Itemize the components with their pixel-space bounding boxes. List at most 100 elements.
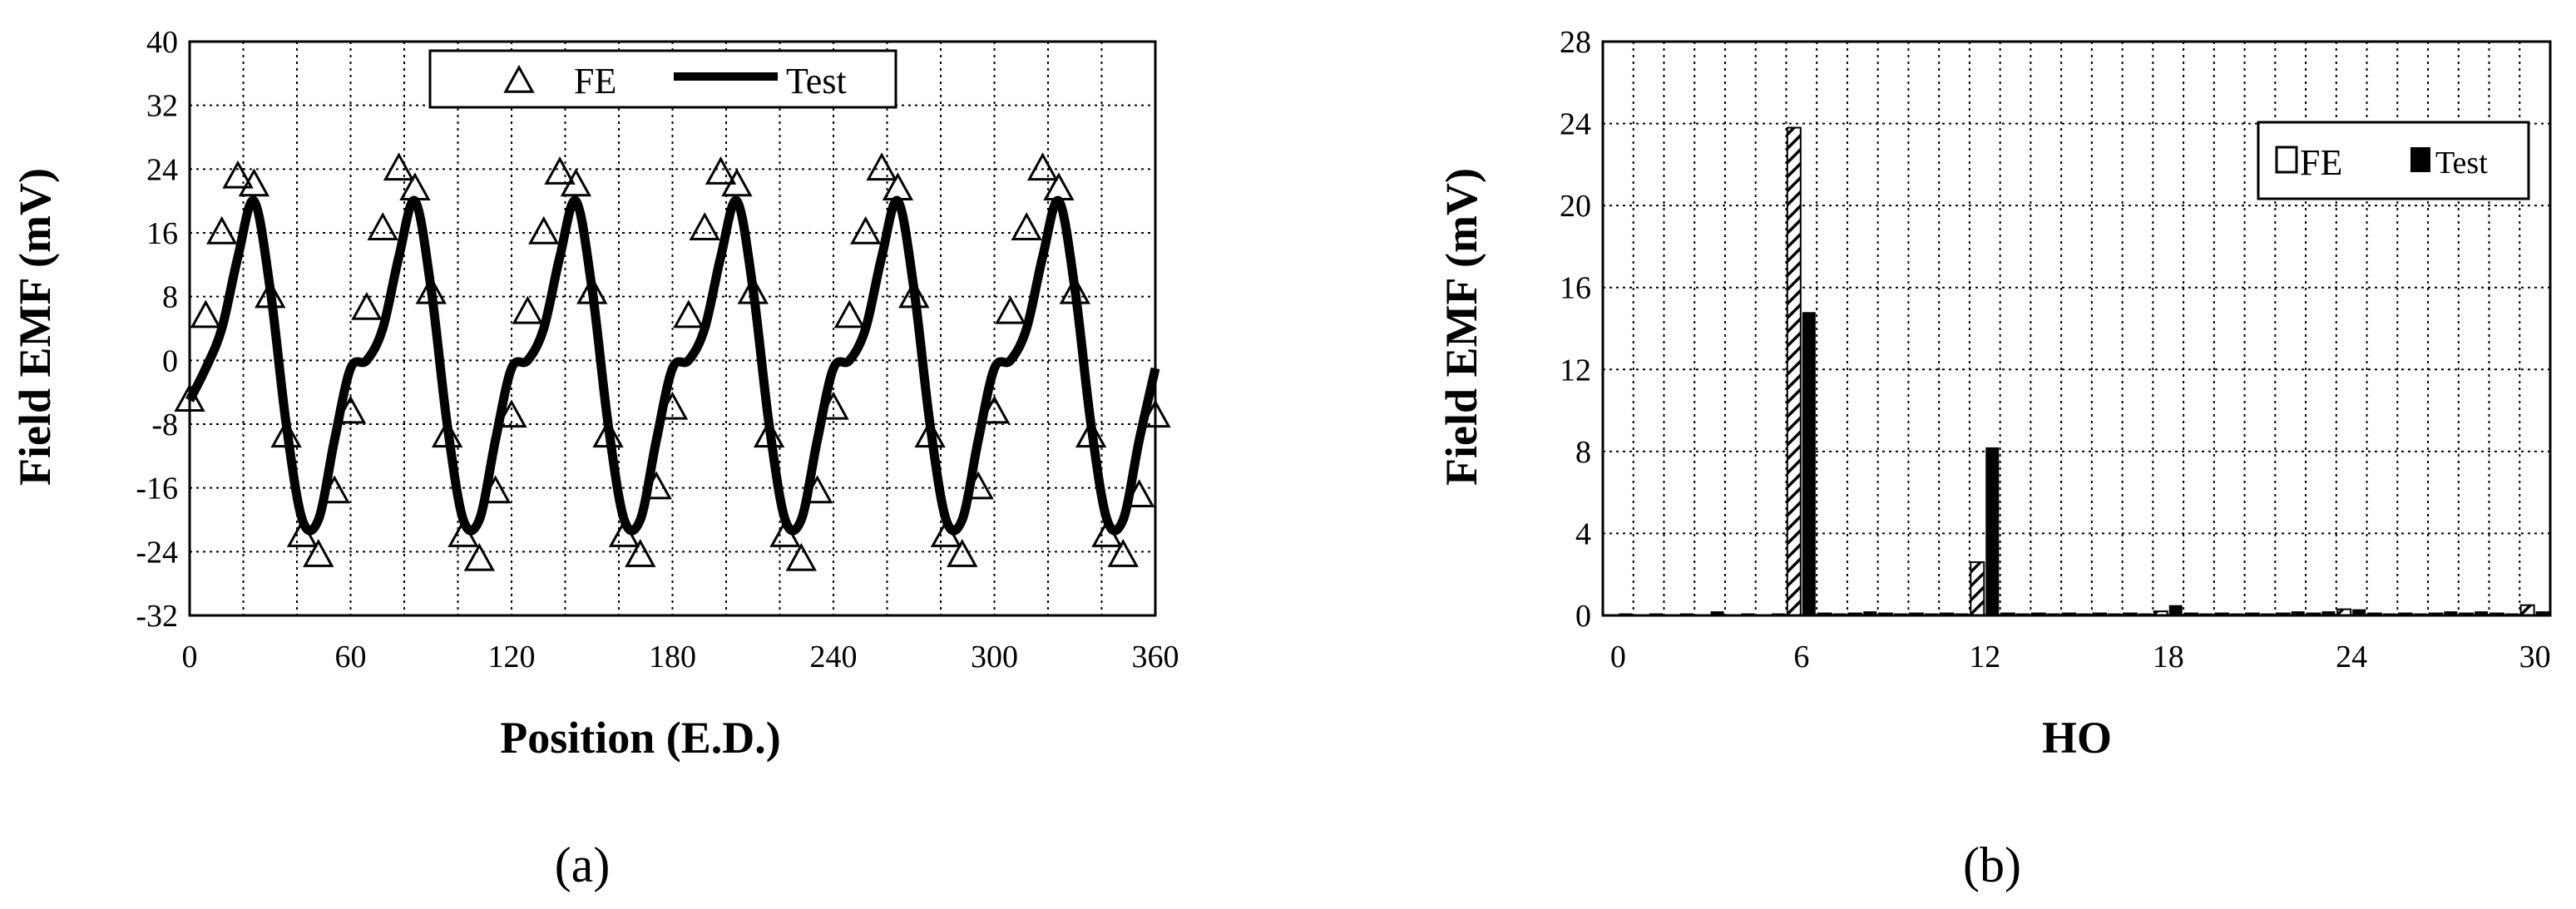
chart-a-fe-point [1091, 519, 1123, 547]
chart-a-fe-point [947, 539, 978, 567]
chart-a-fe-point [914, 419, 946, 448]
chart-a-fe-point [1075, 419, 1107, 448]
chart-a-fe-point [962, 471, 994, 500]
chart-b-x-tick-label: 6 [1793, 640, 1809, 674]
chart-b-test-bar [1985, 447, 2000, 615]
chart-a-fe-point [656, 391, 689, 420]
chart-a-test-line [185, 195, 1160, 536]
chart-b-y-tick-label: 24 [1560, 107, 1591, 142]
chart-a-fe-point [801, 475, 833, 504]
chart-a-x-tick-label: 240 [810, 640, 858, 674]
chart-b-legend: FE Test [2257, 121, 2530, 200]
chart-a-fe-point [833, 299, 866, 329]
chart-a-legend-fe-label: FE [574, 61, 616, 101]
chart-a-fe-point [544, 156, 576, 185]
chart-b: 0 6 12 18 24 30 0 4 8 12 16 20 24 28 FE Test HO Field… [1436, 25, 2552, 892]
chart-b-plot-frame [1601, 40, 2552, 617]
chart-a-fe-point [640, 471, 672, 500]
chart-a-x-tick-label: 300 [971, 640, 1018, 674]
chart-a-fe-point [560, 168, 592, 197]
chart-b-legend-fe-swatch [2275, 146, 2298, 174]
chart-a-fe-point [705, 156, 737, 185]
chart-b-legend-fe-label: FE [2300, 142, 2342, 183]
chart-a-legend-box [428, 49, 897, 109]
chart-b-test-bar [2321, 611, 2336, 615]
chart-a-y-tick-label: 0 [162, 343, 178, 378]
chart-b-legend-test-label: Test [2435, 146, 2488, 180]
chart-a-fe-point [255, 279, 286, 309]
chart-a-fe-point [1011, 212, 1042, 240]
chart-a-fe-point [222, 160, 254, 189]
chart-a-fe-point [978, 395, 1011, 424]
chart-a-fe-point [415, 275, 447, 304]
chart-b-y-tick-label: 8 [1575, 435, 1591, 470]
chart-b-legend-test-swatch [2410, 147, 2430, 172]
chart-a-y-tick-label: -16 [136, 472, 178, 506]
chart-a-fe-point [447, 519, 479, 547]
chart-a-fe-point [303, 539, 334, 567]
chart-a-y-tick-label: 16 [146, 216, 178, 251]
chart-a-y-tick-label: -8 [151, 408, 178, 442]
chart-a-fe-point [1107, 539, 1139, 567]
chart-b-test-bar [2535, 611, 2549, 615]
chart-b-test-bar [2444, 611, 2458, 615]
chart-b-test-bar [2291, 611, 2305, 615]
chart-b-test-bar [2352, 609, 2366, 615]
chart-b-x-tick-label: 0 [1610, 640, 1626, 674]
chart-b-x-tick-label: 12 [1969, 640, 2000, 674]
chart-a-x-tick-label: 180 [649, 640, 696, 674]
chart-a-fe-point [608, 519, 640, 547]
chart-b-y-tick-label: 28 [1560, 25, 1591, 60]
chart-a-panel-label: (a) [555, 837, 611, 892]
chart-a-y-tick-label: 8 [162, 280, 178, 315]
chart-a-fe-point [1059, 275, 1090, 304]
chart-a-fe-point [1123, 479, 1155, 507]
chart-a-y-tick-label: 24 [146, 152, 178, 187]
chart-a-x-tick-label: 120 [488, 640, 536, 674]
chart-a-fe-point [319, 475, 350, 504]
chart-a-fe-point [576, 275, 608, 304]
chart-a-series [174, 152, 1171, 571]
chart-a-x-tick-label: 360 [1132, 640, 1179, 674]
chart-b-test-bar [1863, 611, 1877, 615]
chart-a-y-tick-label: -32 [136, 599, 178, 634]
chart-a-fe-point [238, 168, 270, 197]
chart-b-x-axis-label: HO [2042, 713, 2112, 763]
chart-a-fe-point [190, 299, 222, 329]
chart-a-plot-frame [188, 40, 1157, 617]
chart-a-legend-fe-marker [503, 64, 535, 93]
chart-a-fe-point [753, 419, 785, 448]
chart-a-fe-point [930, 519, 962, 547]
chart-a-fe-point [689, 212, 720, 240]
chart-a-fe-point [866, 152, 897, 181]
chart-a-legend-test-label: Test [786, 61, 847, 101]
chart-a-fe-point [496, 399, 527, 428]
chart-a-fe-point [206, 215, 238, 245]
chart-a-fe-point [286, 519, 319, 547]
chart-a: 0 60 120 180 240 300 360-32-24-16-80816243240 … [10, 25, 1179, 892]
chart-b-fe-bar [1786, 126, 1802, 616]
chart-b-test-bar [2168, 605, 2183, 615]
chart-a-x-axis-label: Position (E.D.) [500, 713, 781, 763]
chart-a-fe-point [785, 542, 817, 571]
chart-a-y-axis-label: Field EMF (mV) [10, 168, 60, 486]
chart-b-test-bar [1802, 312, 1816, 615]
chart-a-fe-point [721, 168, 753, 197]
chart-a-fe-point [1043, 172, 1075, 201]
chart-b-y-tick-label: 4 [1575, 516, 1591, 551]
chart-a-fe-point [334, 395, 367, 424]
chart-b-x-tick-label: 18 [2153, 640, 2184, 674]
chart-b-x-tick-label: 24 [2336, 640, 2367, 674]
chart-a-fe-point [898, 279, 930, 309]
chart-a-fe-point [737, 275, 769, 304]
chart-b-x-tick-label: 30 [2519, 640, 2551, 674]
chart-a-fe-point [270, 419, 302, 448]
chart-a-fe-point [882, 172, 914, 201]
chart-b-y-axis-label: Field EMF (mV) [1436, 168, 1486, 486]
chart-a-fe-point [512, 295, 544, 324]
chart-a-y-tick-label: 32 [146, 89, 178, 124]
chart-a-fe-point [528, 215, 560, 245]
chart-b-y-tick-label: 16 [1560, 271, 1591, 306]
chart-a-legend: FE Test [428, 49, 897, 109]
